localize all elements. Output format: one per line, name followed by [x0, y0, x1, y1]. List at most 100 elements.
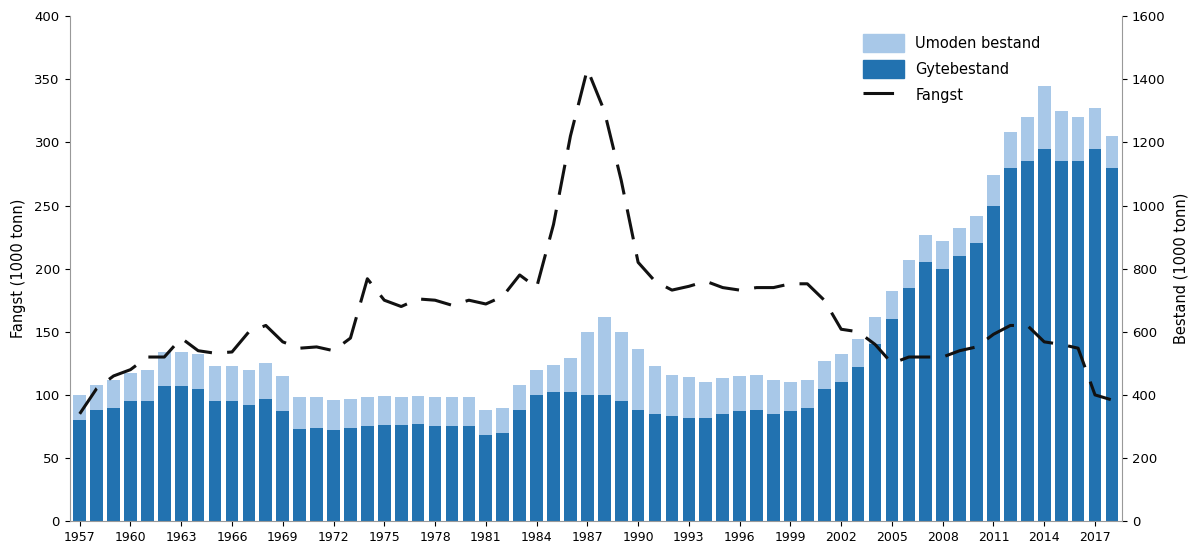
Bar [462, 426, 475, 521]
Bar [378, 396, 391, 425]
Bar [530, 370, 542, 395]
Bar [547, 365, 560, 392]
Bar [733, 411, 746, 521]
Bar [514, 385, 526, 410]
Bar [226, 366, 239, 401]
Bar [919, 235, 932, 263]
Bar [480, 410, 492, 435]
Bar [361, 397, 373, 426]
Bar [936, 241, 949, 269]
Bar [428, 397, 442, 426]
Bar [1055, 162, 1068, 521]
Bar [1004, 168, 1016, 521]
Bar [835, 355, 847, 382]
Bar [784, 382, 797, 411]
Bar [869, 316, 881, 345]
Bar [581, 395, 594, 521]
Bar [90, 385, 103, 410]
Bar [259, 364, 272, 398]
Bar [716, 414, 730, 521]
Bar [564, 392, 577, 521]
Bar [852, 339, 864, 367]
Bar [1105, 136, 1118, 168]
Bar [666, 375, 678, 416]
Bar [395, 425, 408, 521]
Bar [683, 377, 695, 417]
Bar [395, 397, 408, 425]
Bar [445, 397, 458, 426]
Bar [209, 401, 222, 521]
Bar [293, 429, 306, 521]
Bar [971, 215, 983, 244]
Bar [192, 388, 204, 521]
Bar [158, 352, 170, 386]
Bar [919, 263, 932, 521]
Bar [733, 376, 746, 411]
Bar [142, 401, 154, 521]
Bar [767, 414, 780, 521]
Bar [767, 380, 780, 414]
Bar [700, 382, 712, 417]
Bar [683, 417, 695, 521]
Bar [445, 426, 458, 521]
Bar [953, 228, 966, 256]
Bar [631, 410, 644, 521]
Legend: Umoden bestand, Gytebestand, Fangst: Umoden bestand, Gytebestand, Fangst [857, 28, 1046, 109]
Bar [1038, 149, 1050, 521]
Bar [1038, 85, 1050, 149]
Bar [192, 355, 204, 388]
Bar [514, 410, 526, 521]
Bar [142, 370, 154, 401]
Bar [988, 175, 1000, 205]
Bar [328, 430, 340, 521]
Bar [107, 380, 120, 407]
Bar [631, 350, 644, 410]
Bar [361, 426, 373, 521]
Bar [835, 382, 847, 521]
Y-axis label: Bestand (1000 tonn): Bestand (1000 tonn) [1174, 193, 1189, 344]
Bar [1088, 108, 1102, 149]
Bar [1021, 117, 1033, 162]
Bar [276, 376, 289, 411]
Bar [547, 392, 560, 521]
Bar [800, 407, 814, 521]
Bar [564, 359, 577, 392]
Bar [700, 417, 712, 521]
Bar [311, 428, 323, 521]
Bar [480, 435, 492, 521]
Bar [242, 405, 256, 521]
Bar [750, 375, 763, 410]
Bar [107, 407, 120, 521]
Bar [1105, 168, 1118, 521]
Bar [209, 366, 222, 401]
Bar [73, 395, 86, 420]
Bar [344, 428, 356, 521]
Bar [800, 380, 814, 407]
Bar [428, 426, 442, 521]
Bar [1021, 162, 1033, 521]
Bar [902, 260, 916, 287]
Bar [666, 416, 678, 521]
Bar [614, 332, 628, 401]
Bar [1088, 149, 1102, 521]
Bar [344, 398, 356, 428]
Bar [226, 401, 239, 521]
Bar [378, 425, 391, 521]
Bar [886, 291, 899, 319]
Bar [818, 388, 830, 521]
Bar [124, 401, 137, 521]
Bar [581, 332, 594, 395]
Bar [852, 367, 864, 521]
Bar [902, 287, 916, 521]
Bar [497, 407, 509, 433]
Bar [158, 386, 170, 521]
Bar [175, 352, 187, 386]
Bar [1055, 111, 1068, 162]
Bar [750, 410, 763, 521]
Bar [530, 395, 542, 521]
Bar [311, 397, 323, 428]
Bar [175, 386, 187, 521]
Bar [886, 319, 899, 521]
Bar [869, 345, 881, 521]
Bar [412, 424, 425, 521]
